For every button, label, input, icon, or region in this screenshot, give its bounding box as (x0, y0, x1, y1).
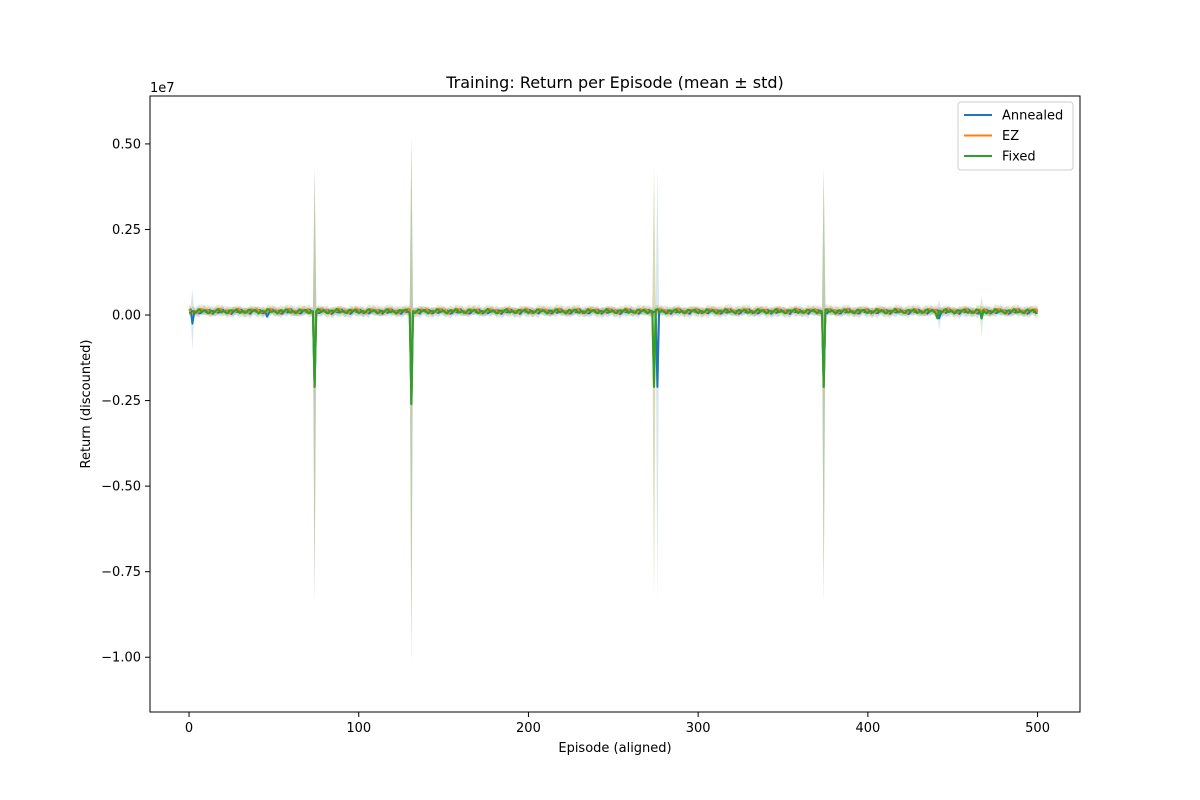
x-axis-label: Episode (aligned) (558, 741, 671, 756)
y-axis-scale-label: 1e7 (150, 81, 175, 96)
series-line-fixed (188, 307, 1038, 405)
x-tick-label: 400 (855, 721, 880, 736)
legend-label-fixed: Fixed (1002, 150, 1036, 165)
y-axis-label: Return (discounted) (79, 340, 94, 469)
y-axis-ticks: 0.50 0.25 0.00 −0.25 −0.50 −0.75 −1.00 (101, 137, 150, 666)
legend-box (957, 101, 1074, 171)
chart-title: Training: Return per Episode (mean ± std… (445, 73, 784, 92)
y-tick-label: 0.00 (112, 309, 141, 324)
x-tick-label: 100 (346, 721, 371, 736)
series-lines (188, 307, 1039, 405)
y-tick-label: 0.50 (112, 137, 141, 152)
x-tick-label: 0 (185, 721, 193, 736)
y-tick-label: −0.25 (101, 394, 141, 409)
x-tick-label: 200 (516, 721, 541, 736)
x-tick-label: 500 (1025, 721, 1050, 736)
x-axis-ticks: 0 100 200 300 400 500 (185, 712, 1050, 736)
legend: Annealed EZ Fixed (957, 101, 1074, 171)
legend-label-ez: EZ (1002, 129, 1019, 144)
x-tick-label: 300 (686, 721, 711, 736)
y-tick-label: 0.25 (112, 223, 141, 238)
plot-frame (149, 95, 1081, 713)
y-tick-label: −1.00 (101, 651, 141, 666)
legend-label-annealed: Annealed (1002, 109, 1063, 124)
y-tick-label: −0.50 (101, 480, 141, 495)
y-tick-label: −0.75 (101, 565, 141, 580)
